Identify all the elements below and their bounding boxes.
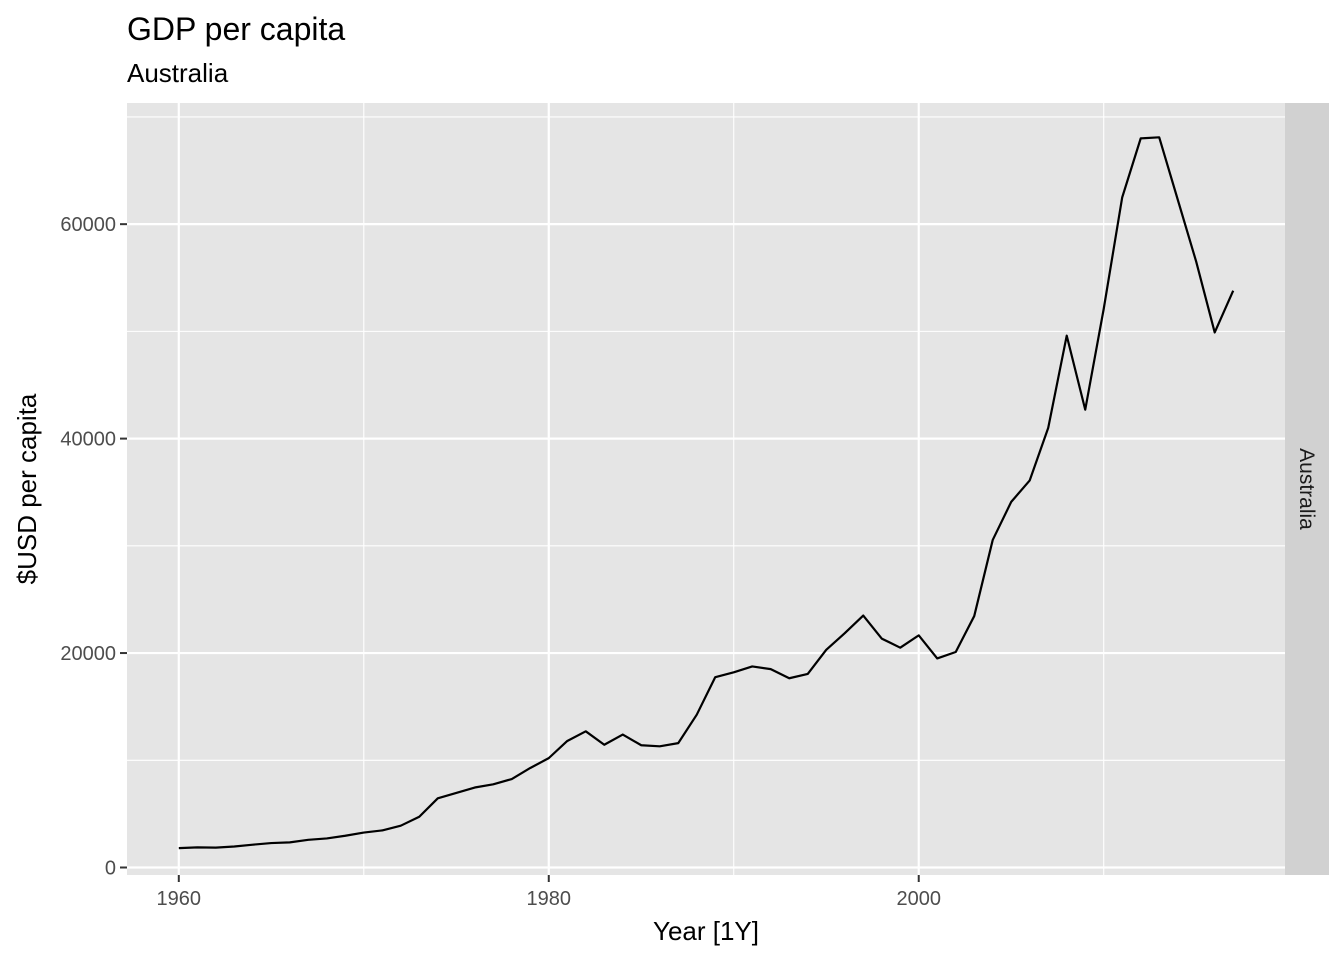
x-tick-label: 2000 (896, 888, 941, 910)
major-gridlines (127, 103, 1285, 875)
plot-panel (127, 103, 1285, 875)
gdp-series-line (178, 136, 1235, 850)
y-tick-label: 40000 (60, 429, 116, 451)
x-tick-label: 1960 (157, 888, 202, 910)
x-tick-label: 1980 (527, 888, 572, 910)
minor-gridlines (127, 103, 1285, 875)
y-tick-label: 0 (105, 857, 116, 879)
chart-subtitle: Australia (127, 58, 229, 88)
y-tick-label: 20000 (60, 643, 116, 665)
chart-title: GDP per capita (127, 11, 345, 47)
x-axis-ticks: 1960 1980 2000 (157, 875, 941, 910)
x-axis-title: Year [1Y] (653, 916, 759, 946)
y-axis-ticks: 0 20000 40000 60000 (60, 214, 127, 879)
facet-strip-label: Australia (1295, 448, 1318, 530)
facet-strip (1285, 103, 1329, 875)
y-axis-title: $USD per capita (12, 393, 42, 584)
y-tick-label: 60000 (60, 214, 116, 236)
